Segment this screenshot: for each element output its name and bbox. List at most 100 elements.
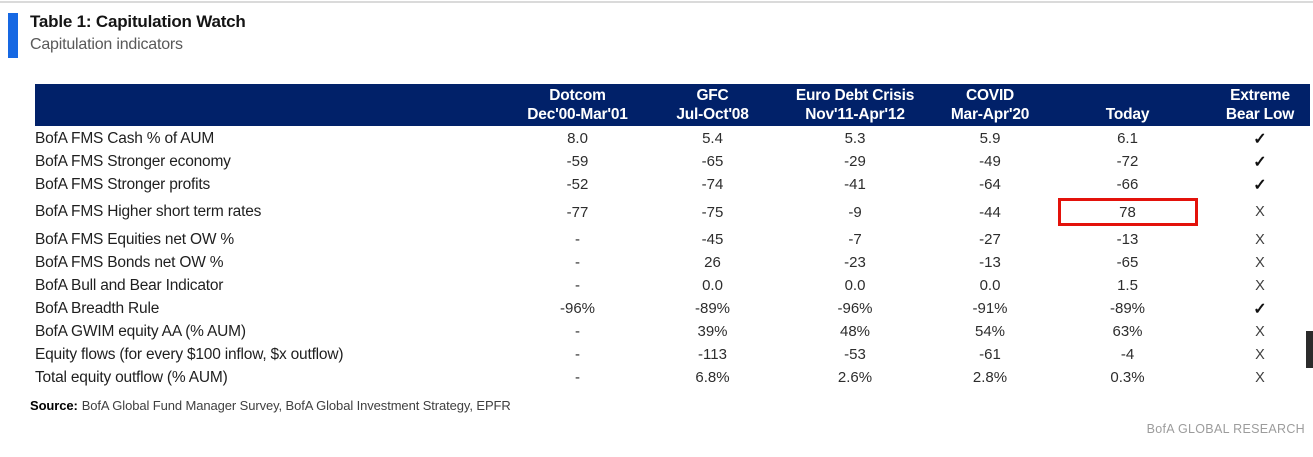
cell-value: -9 [848,203,862,221]
table-title: Table 1: Capitulation Watch [30,12,246,31]
cell-value: -44 [979,203,1001,221]
table-body: BofA FMS Cash % of AUM 8.0 5.4 5.3 5.9 6.1 ✓ Bo… [35,126,1310,389]
table-row: BofA FMS Stronger profits -52 -74 -41 -64 -66… [35,173,1310,196]
cell-value: -64 [979,176,1001,193]
cell-value: - [575,254,580,271]
header-cell-dotcom: Dotcom Dec'00-Mar'01 [505,84,650,126]
row-label: Total equity outflow (% AUM) [35,368,228,386]
row-label: BofA FMS Cash % of AUM [35,129,215,147]
cell-value: 5.9 [979,130,1001,147]
cell-value: -52 [566,176,589,193]
cell-value: 6.1 [1117,130,1138,147]
x-mark: X [1255,323,1265,340]
header-line2: Nov'11-Apr'12 [805,106,905,123]
cell-value: -89% [694,300,731,317]
x-mark: X [1255,231,1265,248]
header-cell-today: Today [1045,84,1210,126]
scrollbar-thumb[interactable] [1306,331,1313,368]
capitulation-table: Dotcom Dec'00-Mar'01 GFC Jul-Oct'08 Euro… [35,84,1310,389]
cell-value: 54% [974,323,1006,340]
cell-value: -91% [972,300,1008,317]
cell-value: - [575,277,580,294]
check-mark: ✓ [1253,300,1267,318]
header-cell-indicator [35,84,505,126]
highlight-box: 78 [1057,198,1198,226]
cell-value: 1.5 [1117,277,1138,294]
table-row: BofA GWIM equity AA (% AUM) - 39% 48% 54% 63%… [35,320,1310,343]
row-label: Equity flows (for every $100 inflow, $x … [35,345,344,363]
table-row: BofA FMS Higher short term rates -77 -75 -9… [35,196,1310,228]
cell-value: 6.8% [695,369,730,386]
header-line2: Today [1105,106,1150,123]
cell-value: -4 [1120,346,1135,363]
cell-value: - [575,369,580,386]
cell-value: -13 [1116,231,1139,248]
cell-value: -59 [566,153,589,170]
cell-value: -23 [844,254,866,271]
cell-value: -77 [566,203,589,221]
header-line2: Jul-Oct'08 [676,106,749,123]
cell-value: -113 [698,346,727,363]
table-subtitle: Capitulation indicators [30,36,183,53]
header-line1: GFC [696,87,729,104]
header-line1: Euro Debt Crisis [795,87,915,104]
source-line: Source: BofA Global Fund Manager Survey, … [30,398,511,413]
check-mark: ✓ [1253,176,1267,194]
row-label: BofA Bull and Bear Indicator [35,276,224,294]
cell-value: 2.6% [837,369,873,386]
cell-value: -53 [844,346,866,363]
header-line1: COVID [965,87,1015,104]
cell-value: -66 [1116,176,1139,193]
cell-value: -27 [979,231,1001,248]
x-mark: X [1255,204,1265,220]
table-row: BofA Bull and Bear Indicator - 0.0 0.0 0.0 1.… [35,274,1310,297]
check-mark: ✓ [1253,153,1267,171]
branding-text: BofA GLOBAL RESEARCH [1146,422,1305,436]
cell-value: - [575,231,580,248]
x-mark: X [1255,369,1265,386]
header-line2: Bear Low [1225,106,1295,123]
cell-value: 78 [1045,198,1210,226]
header-cell-gfc: GFC Jul-Oct'08 [650,84,775,126]
cell-value: -41 [844,176,866,193]
row-label: BofA FMS Stronger profits [35,175,211,193]
table-row: Equity flows (for every $100 inflow, $x … [35,343,1310,366]
cell-value: - [575,346,580,363]
check-mark: ✓ [1253,130,1267,148]
cell-value: -13 [979,254,1001,271]
table-row: BofA FMS Stronger economy -59 -65 -29 -49 -72… [35,150,1310,173]
top-divider [0,1,1313,3]
cell-value: - [575,323,580,340]
cell-value: -96% [837,300,873,317]
header-line2: Dec'00-Mar'01 [527,106,628,123]
x-mark: X [1255,346,1265,363]
cell-value: 5.3 [844,130,866,147]
table-row: BofA Breadth Rule -96% -89% -96% -91% -89% ✓ [35,297,1310,320]
header-line1: Extreme [1230,87,1290,104]
cell-value: 39% [697,323,728,340]
cell-value: -72 [1116,153,1139,170]
cell-value: -96% [559,300,596,317]
cell-value: -45 [701,231,724,248]
source-text: BofA Global Fund Manager Survey, BofA Gl… [81,398,511,413]
header-cell-euro-debt-crisis: Euro Debt Crisis Nov'11-Apr'12 [775,84,935,126]
cell-value: -29 [844,153,866,170]
row-label: BofA FMS Bonds net OW % [35,253,224,271]
cell-value: 2.8% [972,369,1008,386]
row-label: BofA FMS Equities net OW % [35,230,234,248]
row-label: BofA FMS Higher short term rates [35,203,262,220]
cell-value: -74 [701,176,724,193]
table-header-row: Dotcom Dec'00-Mar'01 GFC Jul-Oct'08 Euro… [35,84,1310,126]
cell-value: 8.0 [567,130,588,147]
cell-value: -49 [979,153,1001,170]
table-row: BofA FMS Equities net OW % - -45 -7 -27 -13 X [35,228,1310,251]
title-accent-bar [8,13,18,58]
cell-value: 0.0 [702,277,723,294]
table-row: BofA FMS Bonds net OW % - 26 -23 -13 -65 X [35,251,1310,274]
cell-value: 26 [704,254,721,271]
cell-value: 63% [1112,323,1143,340]
row-label: BofA Breadth Rule [35,299,160,317]
header-line2: Mar-Apr'20 [950,106,1030,123]
cell-value: -89% [1109,300,1146,317]
source-label: Source: [30,398,78,413]
